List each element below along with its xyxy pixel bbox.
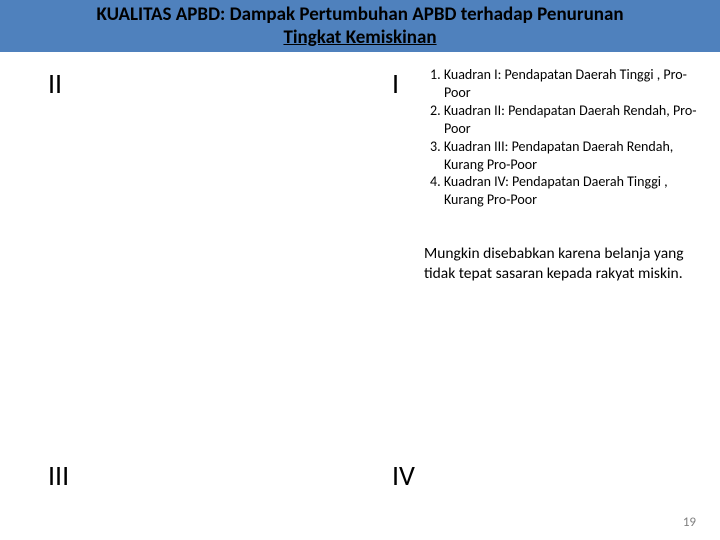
quadrant-label-i: I (392, 66, 399, 101)
legend-text-3: Kuadran III: Pendapatan Daerah Rendah, K… (444, 138, 674, 173)
legend-item-1: 1. Kuadran I: Pendapatan Daerah Tinggi ,… (424, 66, 702, 102)
legend-num-2: 2. (430, 102, 441, 119)
legend-num-1: 1. (430, 66, 441, 83)
legend-text-4: Kuadran IV: Pendapatan Daerah Tinggi , K… (444, 173, 668, 208)
quadrant-label-iv: IV (392, 458, 415, 493)
legend-item-3: 3. Kuadran III: Pendapatan Daerah Rendah… (424, 138, 702, 174)
legend-num-4: 4. (430, 173, 441, 190)
title-line1: KUALITAS APBD: Dampak Pertumbuhan APBD t… (96, 3, 623, 26)
legend-text-2: Kuadran II: Pendapatan Daerah Rendah, Pr… (444, 102, 697, 137)
note-box: Mungkin disebabkan karena belanja yang t… (420, 242, 704, 286)
title-line2: Tingkat Kemiskinan (283, 26, 436, 49)
legend-box: 1. Kuadran I: Pendapatan Daerah Tinggi ,… (420, 62, 706, 213)
title-bar: KUALITAS APBD: Dampak Pertumbuhan APBD t… (0, 0, 720, 52)
note-text: Mungkin disebabkan karena belanja yang t… (424, 244, 684, 283)
page-number: 19 (683, 515, 696, 530)
legend-text-1: Kuadran I: Pendapatan Daerah Tinggi , Pr… (444, 66, 687, 101)
quadrant-label-iii: III (48, 458, 69, 493)
quadrant-label-ii: II (48, 66, 62, 101)
page-title: KUALITAS APBD: Dampak Pertumbuhan APBD t… (96, 4, 623, 50)
legend-num-3: 3. (430, 138, 441, 155)
legend-item-4: 4. Kuadran IV: Pendapatan Daerah Tinggi … (424, 173, 702, 209)
legend-item-2: 2. Kuadran II: Pendapatan Daerah Rendah,… (424, 102, 702, 138)
